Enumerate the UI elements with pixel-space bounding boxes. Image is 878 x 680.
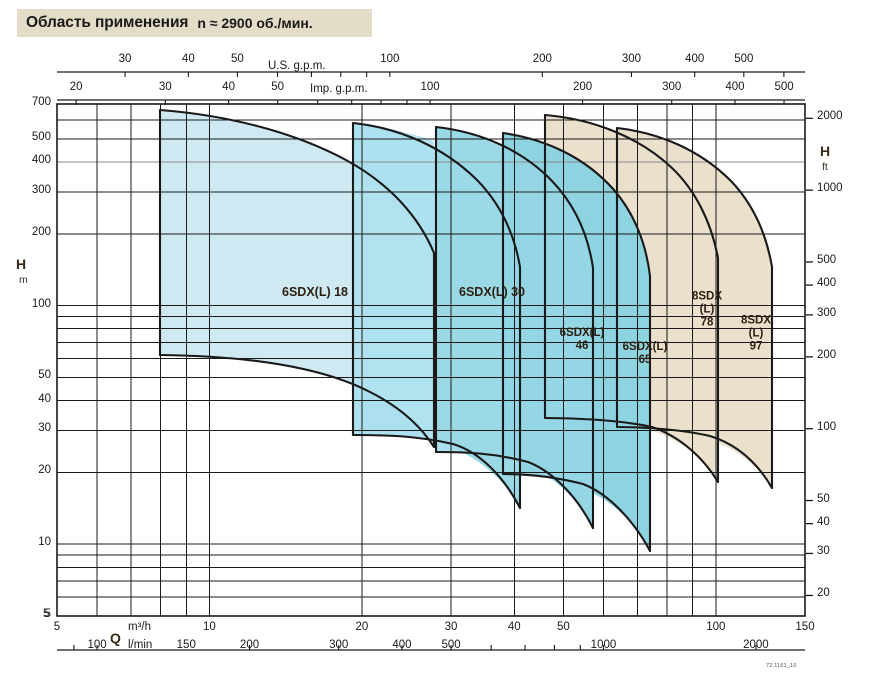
left-tick-label: 200 [31, 225, 51, 238]
bottom-outer-tick-label: 150 [176, 639, 196, 651]
left-tick-label: 10 [38, 536, 51, 549]
right-tick-label: 50 [817, 492, 830, 505]
top-inner-tick-label: 500 [774, 81, 794, 93]
zone-label-8sdxl-97: 8SDX (L) 97 [740, 314, 772, 353]
left-tick-label: 500 [31, 130, 51, 143]
curve-6sdxl-46-lower [434, 450, 595, 530]
zone-overlap-46-65 [503, 133, 593, 528]
plot-border [56, 103, 806, 617]
top-outer-tick-label: 100 [380, 53, 400, 65]
right-tick-label: 1000 [817, 182, 843, 195]
bottom-outer-tick-label: 100 [87, 639, 107, 651]
left-tick-label: 400 [31, 153, 51, 166]
bottom-inner-tick-label: 5 [53, 621, 61, 633]
right-tick-label: 2000 [817, 110, 843, 123]
bottom-inner-tick-label: 150 [795, 621, 815, 633]
bottom-outer-tick-label: 2000 [743, 639, 769, 651]
top-inner-tick-label: 400 [725, 81, 745, 93]
right-tick-label: 20 [817, 587, 830, 600]
left-tick-label: 700 [31, 96, 51, 108]
curve-6sdxl-65-upper [501, 131, 652, 278]
curve-6sdxl-65-lower [501, 472, 652, 553]
zone-overlap-18-30 [353, 123, 434, 447]
top-outer-tick-label: 400 [685, 53, 705, 65]
page-title-bar: Область применения n ≈ 2900 об./мин. [17, 9, 372, 37]
curve-8sdxl-97-lower [615, 425, 774, 490]
top-outer-unit: U.S. g.p.m. [268, 60, 326, 72]
top-outer-tick-label: 50 [231, 53, 244, 65]
top-outer-tick-label: 300 [621, 53, 642, 65]
zone-fills [160, 110, 772, 551]
left-axis-symbol: H [16, 256, 27, 272]
bottom-outer-tick-label: 500 [441, 639, 461, 651]
left-tick-label: 100 [31, 297, 51, 310]
bottom-outer-tick-label: 400 [392, 639, 412, 651]
right-tick-label: 40 [817, 515, 830, 528]
zone-label-8sdxl-78: 8SDX (L) 78 [691, 290, 723, 329]
curve-6sdxl-30-upper [351, 121, 522, 269]
top-inner-tick-label: 20 [69, 81, 83, 93]
top-inner-unit: Imp. g.p.m. [310, 83, 368, 95]
right-tick-label: 500 [817, 253, 837, 266]
left-axis-unit: m [19, 274, 28, 286]
left-tick-label: 30 [38, 422, 51, 435]
page-title: Область применения [26, 14, 189, 31]
top-inner-tick-label: 30 [158, 81, 172, 93]
bottom-inner-tick-label: 20 [355, 621, 369, 633]
bottom-inner-tick-label: 40 [507, 621, 521, 633]
curve-8sdxl-97-upper [615, 126, 774, 269]
page-title-speed: n ≈ 2900 об./мин. [197, 15, 313, 31]
right-tick-label: 200 [817, 348, 837, 361]
curve-6sdxl-46-upper [434, 125, 595, 270]
top-inner-tick-label: 40 [222, 81, 235, 93]
top-inner-tick-label: 50 [271, 81, 285, 93]
curve-8sdxl-78-upper [543, 113, 720, 260]
zone-label-6sdxl-65: 6SDX(L) 65 [622, 341, 668, 366]
bottom-outer-tick-label: 300 [329, 639, 349, 651]
top-outer-tick-label: 40 [181, 53, 195, 65]
right-tick-label: 100 [817, 420, 837, 433]
bottom-inner-tick-label: 10 [203, 621, 216, 633]
bottom-inner-tick-label: 100 [706, 621, 726, 633]
curve-6sdxl-30-lower [351, 433, 522, 510]
right-tick-label: 300 [817, 306, 837, 319]
zone-label-6sdxl-18: 6SDX(L) 18 [282, 285, 348, 299]
left-axis-min-label: 5 [43, 608, 50, 620]
axis-rulers [57, 71, 813, 651]
bottom-inner-tick-label: 50 [556, 621, 570, 633]
zone-outlines [158, 108, 774, 553]
right-axis-unit: ft [822, 161, 828, 173]
top-inner-tick-label: 200 [572, 81, 593, 93]
curve-6sdxl-18-lower [158, 353, 436, 449]
bottom-outer-unit: l/min [128, 639, 153, 651]
top-outer-tick-label: 500 [734, 53, 754, 65]
bottom-outer-tick-label: 1000 [590, 639, 617, 651]
curve-6sdxl-18-upper [158, 108, 436, 255]
bottom-outer-tick-label: 200 [239, 639, 260, 651]
zone-label-6sdxl-46: 6SDX(L) 46 [559, 327, 605, 352]
left-tick-label: 40 [38, 392, 51, 405]
top-outer-tick-label: 30 [118, 53, 132, 65]
zone-overlap-30-46 [436, 127, 520, 508]
bottom-axis-symbol: Q [110, 630, 121, 646]
bottom-inner-unit: m³/h [128, 621, 151, 633]
curve-8sdxl-78-lower [543, 416, 720, 484]
left-tick-label: 300 [31, 183, 51, 196]
right-tick-label: 30 [817, 545, 830, 558]
right-axis-symbol: H [820, 143, 831, 159]
bottom-inner-tick-label: 30 [444, 621, 458, 633]
top-inner-tick-label: 100 [420, 81, 440, 93]
right-tick-label: 400 [817, 277, 837, 290]
zone-label-6sdxl-30: 6SDX(L) 30 [459, 285, 525, 299]
top-outer-tick-label: 200 [532, 53, 552, 65]
top-inner-tick-label: 300 [662, 81, 682, 93]
figure-code: 72.1161_10 [766, 663, 797, 669]
left-tick-label: 50 [38, 369, 51, 382]
left-tick-label: 5 [44, 608, 51, 620]
left-tick-label: 20 [38, 464, 51, 477]
